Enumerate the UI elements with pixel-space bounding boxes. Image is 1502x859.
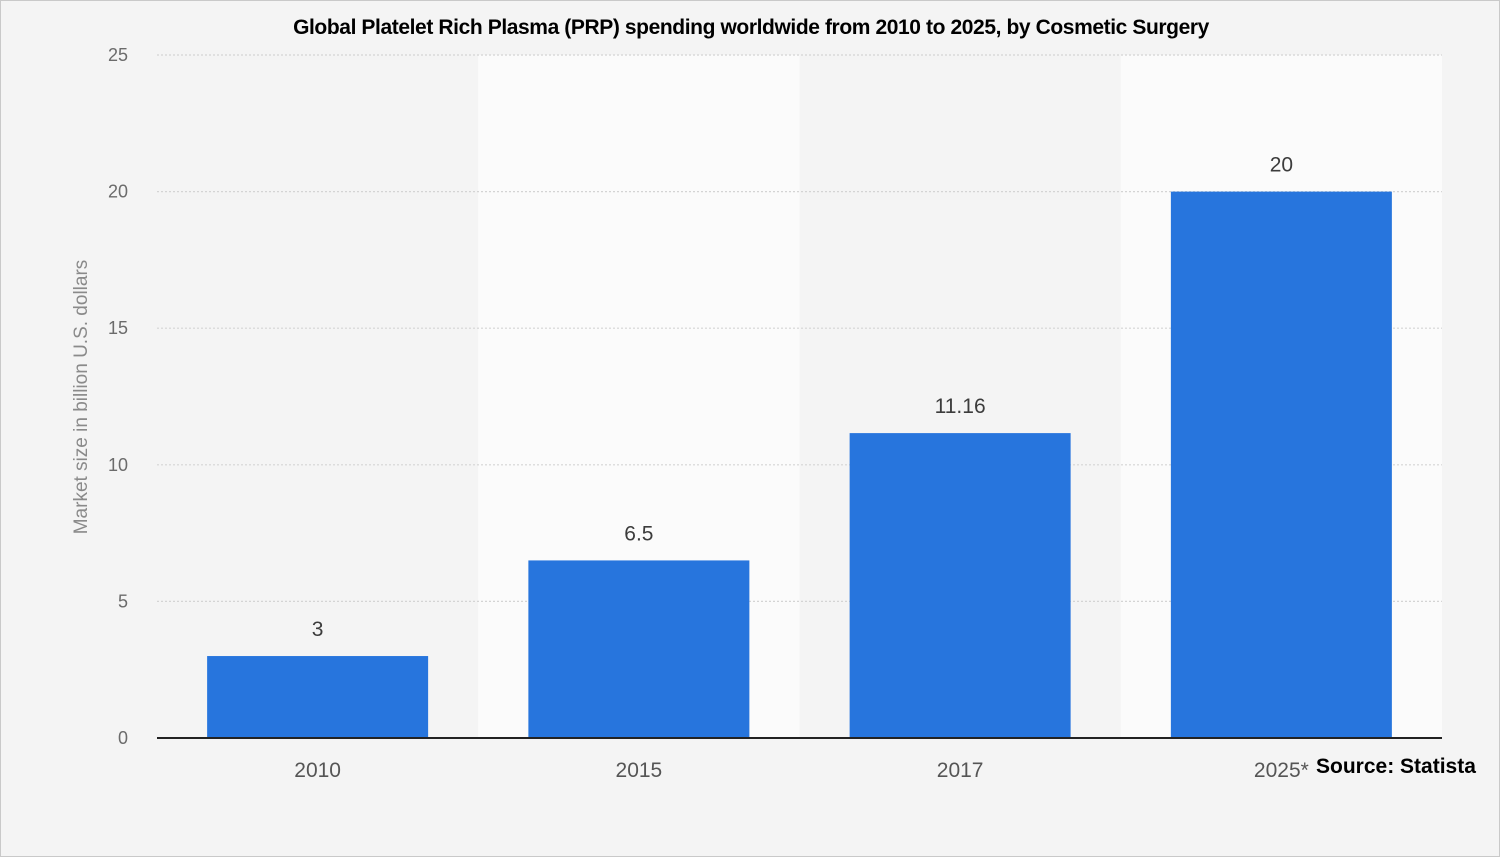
x-tick-label: 2015	[616, 759, 663, 782]
x-tick-label: 2017	[937, 759, 984, 782]
y-tick-label: 20	[108, 182, 128, 202]
y-tick-label: 0	[118, 728, 128, 748]
x-tick-label: 2010	[294, 759, 341, 782]
y-tick-label: 15	[108, 318, 128, 338]
x-tick-label: 2025*	[1254, 759, 1309, 782]
source-label: Source: Statista	[1316, 755, 1476, 778]
chart-title: Global Platelet Rich Plasma (PRP) spendi…	[293, 16, 1209, 39]
y-tick-label: 25	[108, 45, 128, 65]
y-tick-label: 5	[118, 591, 128, 611]
data-label: 6.5	[624, 522, 653, 545]
y-axis-label: Market size in billion U.S. dollars	[71, 260, 92, 535]
bar	[849, 433, 1071, 738]
bar	[207, 656, 429, 738]
data-label: 11.16	[935, 395, 986, 418]
bar	[528, 560, 750, 738]
y-tick-label: 10	[108, 455, 128, 475]
bar	[1170, 191, 1392, 739]
data-label: 3	[312, 618, 324, 641]
data-label: 20	[1270, 154, 1293, 177]
